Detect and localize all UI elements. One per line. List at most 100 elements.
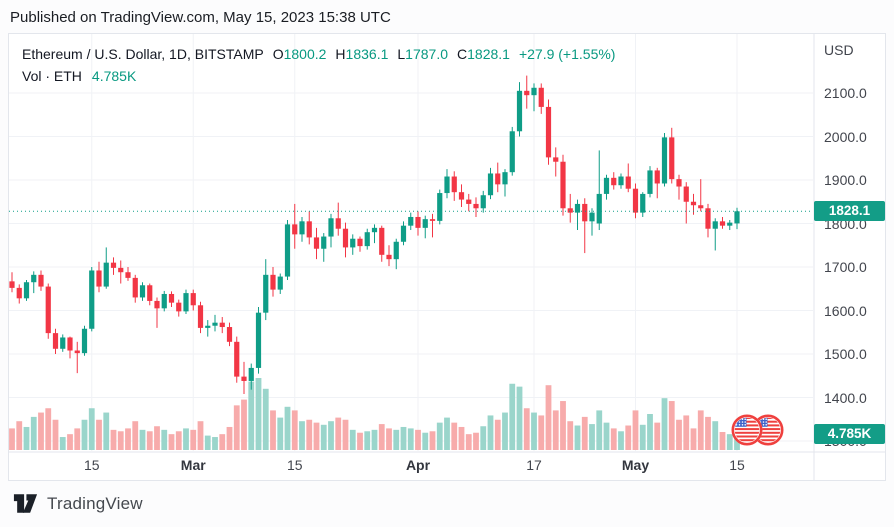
volume-bar <box>197 421 204 450</box>
volume-bar <box>270 410 276 450</box>
volume-bar <box>125 428 131 450</box>
candle <box>400 225 407 242</box>
chart-canvas[interactable] <box>8 33 886 481</box>
price-tick-label: 1900.0 <box>824 172 867 188</box>
candle <box>270 274 276 290</box>
candle <box>248 367 254 381</box>
volume-bar <box>306 419 313 450</box>
volume-bar <box>67 434 73 450</box>
high-value: H1836.1 <box>335 46 389 62</box>
volume-bar <box>567 421 574 450</box>
candle <box>147 285 153 301</box>
close-label: C <box>457 46 468 62</box>
volume-bar <box>719 432 726 450</box>
candle <box>386 254 392 260</box>
candle <box>734 211 740 224</box>
candle <box>255 312 262 368</box>
volume-bar <box>175 431 182 450</box>
candle <box>393 241 399 260</box>
price-badge: 1828.1 <box>814 201 885 221</box>
candle <box>611 177 617 186</box>
volume-bar <box>277 417 284 450</box>
candle <box>277 276 283 290</box>
published-bar: Published on TradingView.com, May 15, 20… <box>10 9 391 26</box>
volume-bar <box>705 416 711 450</box>
candle <box>487 173 494 196</box>
volume-bar <box>88 408 95 450</box>
volume-bar <box>610 428 617 450</box>
candle <box>690 201 697 206</box>
ohlc-legend: Ethereum / U.S. Dollar, 1D, BITSTAMP O18… <box>22 44 615 64</box>
volume-bar <box>168 434 175 450</box>
candle <box>719 221 726 226</box>
volume-bar <box>465 434 472 450</box>
volume-bar <box>574 425 581 450</box>
candle <box>234 341 240 377</box>
volume-bar <box>618 431 624 450</box>
volume-bar <box>233 405 240 450</box>
volume-bar <box>81 419 88 450</box>
volume-bar <box>487 415 494 450</box>
candle <box>263 274 269 313</box>
candle <box>553 157 559 162</box>
volume-bar <box>589 424 595 450</box>
candle <box>495 173 501 185</box>
chart-legend: Ethereum / U.S. Dollar, 1D, BITSTAMP O18… <box>22 44 615 86</box>
volume-bar <box>726 434 733 450</box>
candle <box>415 216 421 228</box>
volume-bar <box>23 426 30 450</box>
tradingview-logo[interactable]: TradingView <box>13 492 143 515</box>
brand-name: TradingView <box>47 493 143 513</box>
volume-bar <box>342 419 349 450</box>
high-label: H <box>335 46 346 62</box>
candle <box>96 270 102 287</box>
volume-bar <box>509 383 516 450</box>
candle <box>364 232 370 247</box>
candle <box>183 293 189 312</box>
volume-bar <box>320 424 327 450</box>
volume-bar <box>52 419 59 450</box>
candle <box>132 277 138 298</box>
candle <box>67 337 73 351</box>
candle <box>313 237 320 249</box>
volume-bar <box>161 429 168 450</box>
candle <box>110 262 117 268</box>
volume-bar <box>545 385 552 450</box>
volume-bar <box>386 428 392 450</box>
candle <box>727 222 733 226</box>
candle <box>89 270 95 329</box>
candle <box>560 161 566 209</box>
volume-bar <box>226 426 233 450</box>
time-tick-label: 15 <box>286 457 303 473</box>
candle <box>371 227 378 233</box>
candle <box>212 322 218 326</box>
candle <box>357 238 363 247</box>
time-tick-label: May <box>621 457 650 473</box>
volume-bar <box>204 435 211 450</box>
candle <box>618 176 624 186</box>
volume-bar <box>538 415 545 450</box>
volume-bar <box>676 419 682 450</box>
candle <box>52 333 59 349</box>
volume-bar <box>255 378 262 450</box>
us-flag-icon[interactable] <box>730 413 764 447</box>
price-tick-label: 1400.0 <box>824 389 867 406</box>
volume-bar <box>103 412 110 450</box>
volume-bar <box>74 428 81 450</box>
volume-bar <box>59 437 66 450</box>
volume-bar <box>335 417 342 450</box>
volume-bar <box>248 381 255 450</box>
candle <box>321 236 327 249</box>
price-line-and-axes <box>8 33 886 481</box>
change-value: +27.9 (+1.55%) <box>518 46 616 62</box>
volume-bar <box>183 428 189 450</box>
candle <box>176 302 182 312</box>
volume-bar <box>117 431 124 450</box>
volume-bar <box>647 414 653 450</box>
candle <box>705 208 711 229</box>
open-label: O <box>272 46 284 62</box>
candle <box>429 219 436 221</box>
candle <box>444 176 450 194</box>
volume-bar <box>480 426 487 450</box>
event-flags[interactable] <box>730 413 788 449</box>
